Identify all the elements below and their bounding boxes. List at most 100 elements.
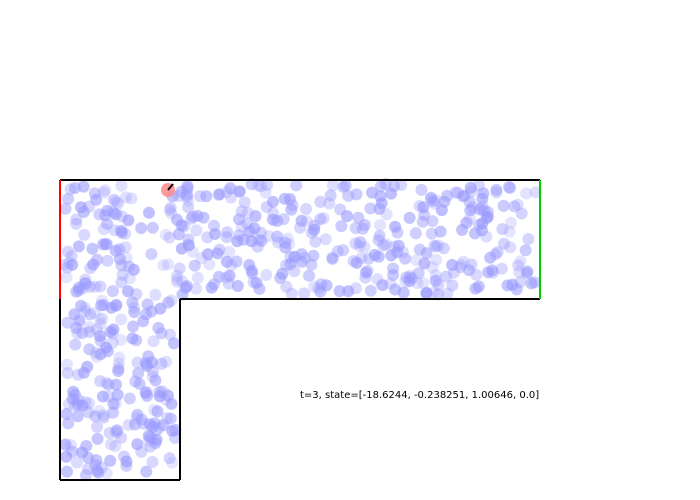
- obstacle-disc: [61, 245, 74, 258]
- obstacle-disc: [279, 241, 292, 254]
- obstacle-disc: [412, 267, 425, 280]
- obstacle-disc: [94, 334, 107, 347]
- obstacle-disc: [333, 285, 346, 298]
- obstacle-disc: [470, 282, 483, 295]
- obstacle-disc: [373, 202, 386, 215]
- obstacle-disc: [106, 285, 119, 298]
- obstacle-disc: [469, 227, 481, 240]
- agent: [161, 183, 175, 197]
- obstacle-disc: [107, 323, 120, 336]
- obstacle-disc: [420, 247, 433, 260]
- obstacle-disc: [482, 266, 495, 279]
- obstacle-disc: [166, 456, 179, 469]
- obstacle-disc: [403, 211, 416, 224]
- obstacle-disc: [267, 195, 279, 208]
- obstacle-disc: [157, 259, 170, 272]
- obstacle-disc: [89, 410, 102, 423]
- obstacle-disc: [429, 274, 442, 287]
- obstacle-disc: [434, 225, 447, 238]
- obstacle-disc: [110, 196, 123, 208]
- obstacle-disc: [387, 262, 400, 275]
- obstacle-disc: [190, 282, 203, 295]
- obstacle-disc: [520, 187, 533, 200]
- obstacle-disc: [63, 256, 76, 269]
- obstacle-disc: [188, 259, 201, 272]
- obstacle-disc: [323, 197, 336, 210]
- obstacle-disc: [308, 223, 321, 236]
- obstacle-disc: [380, 238, 393, 251]
- obstacle-disc: [163, 231, 176, 244]
- obstacle-disc: [116, 268, 129, 281]
- obstacle-disc: [152, 321, 165, 334]
- obstacle-disc: [75, 201, 87, 214]
- obstacle-disc: [164, 412, 177, 425]
- obstacle-disc: [130, 334, 143, 347]
- obstacle-disc: [91, 420, 104, 433]
- obstacle-disc: [118, 450, 131, 463]
- obstacle-disc: [288, 265, 301, 278]
- obstacle-disc: [96, 294, 108, 307]
- obstacle-disc: [230, 255, 243, 268]
- obstacle-disc: [326, 179, 339, 192]
- obstacle-disc: [496, 223, 509, 236]
- obstacle-disc: [164, 328, 176, 341]
- obstacle-disc: [529, 186, 542, 199]
- obstacle-disc: [335, 220, 348, 233]
- obstacle-disc: [463, 212, 476, 225]
- obstacle-disc: [309, 235, 322, 248]
- obstacle-disc: [82, 462, 94, 475]
- obstacle-disc: [372, 234, 385, 247]
- obstacle-disc: [303, 269, 315, 282]
- obstacle-disc: [79, 273, 92, 286]
- obstacle-disc: [295, 214, 308, 227]
- obstacle-disc: [62, 398, 75, 411]
- obstacle-disc: [128, 301, 140, 314]
- obstacle-disc: [416, 215, 429, 228]
- obstacle-disc: [93, 405, 106, 417]
- obstacle-disc: [119, 227, 132, 240]
- obstacle-disc: [112, 197, 124, 210]
- obstacle-disc: [272, 236, 285, 249]
- obstacle-disc: [59, 202, 72, 215]
- obstacle-disc: [197, 211, 210, 224]
- obstacle-disc: [334, 203, 347, 216]
- obstacle-disc: [259, 186, 272, 199]
- obstacle-disc: [110, 298, 123, 311]
- obstacle-disc: [271, 215, 284, 227]
- obstacle-disc: [112, 362, 125, 375]
- obstacle-disc: [477, 187, 490, 200]
- obstacle-disc: [112, 365, 125, 377]
- obstacle-disc: [271, 230, 284, 243]
- obstacle-disc: [277, 213, 290, 226]
- obstacle-disc: [113, 351, 126, 364]
- obstacle-disc: [286, 255, 299, 268]
- obstacle-disc: [164, 201, 177, 214]
- obstacle-disc: [97, 411, 110, 424]
- obstacle-disc: [425, 193, 437, 206]
- obstacle-disc: [454, 261, 467, 274]
- obstacle-disc: [368, 248, 381, 261]
- obstacle-disc: [66, 258, 79, 271]
- obstacle-disc: [349, 237, 362, 250]
- obstacle-disc: [119, 191, 132, 204]
- corridor-walls: [59, 179, 541, 481]
- obstacle-disc: [307, 249, 320, 262]
- obstacle-disc: [426, 215, 439, 228]
- obstacle-disc: [79, 277, 92, 290]
- obstacle-disc: [385, 187, 398, 200]
- obstacle-disc: [83, 200, 96, 213]
- obstacle-disc: [175, 219, 188, 232]
- obstacle-disc: [213, 270, 225, 283]
- obstacle-disc: [512, 259, 525, 272]
- obstacle-disc: [417, 277, 430, 289]
- obstacle-disc: [160, 355, 173, 368]
- obstacle-disc: [120, 459, 133, 472]
- obstacle-disc: [94, 318, 107, 330]
- obstacle-disc: [115, 224, 128, 237]
- obstacle-disc: [331, 245, 344, 258]
- obstacle-disc: [305, 258, 318, 271]
- obstacle-disc: [285, 203, 298, 216]
- obstacle-disc: [142, 429, 155, 442]
- obstacle-disc: [249, 210, 262, 223]
- obstacle-disc: [112, 357, 125, 370]
